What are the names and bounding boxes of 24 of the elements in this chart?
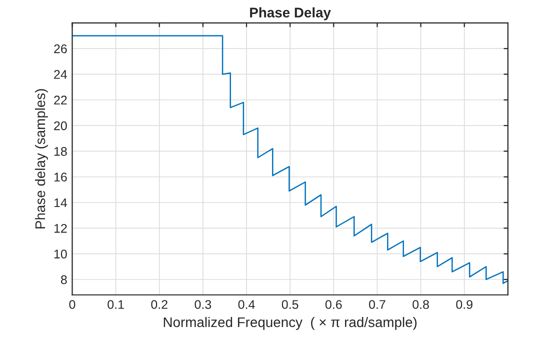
x-tick-label: 0.2	[151, 300, 168, 309]
chart-title: Phase Delay	[250, 7, 331, 20]
x-tick-label: 0.7	[369, 300, 386, 309]
x-tick-label: 0.8	[412, 300, 429, 309]
y-tick-label: 26	[54, 44, 67, 54]
x-tick-label: 0	[69, 300, 76, 309]
x-tick-label: 0.1	[108, 300, 124, 309]
x-axis-title: Normalized Frequency ( × π rad/sample)	[164, 316, 417, 330]
y-tick-label: 24	[54, 70, 68, 79]
x-tick-label: 0.9	[456, 300, 472, 309]
y-tick-label: 10	[54, 250, 67, 258]
line-series	[72, 35, 508, 284]
x-tick-label: 0.5	[282, 300, 298, 309]
x-tick-label: 0.4	[238, 300, 255, 309]
y-axis-title: Phase delay (samples)	[34, 89, 48, 228]
y-tick-label: 12	[54, 224, 67, 233]
x-tick-label: 0.6	[325, 300, 342, 309]
y-tick-label: 14	[54, 198, 68, 208]
y-tick-label: 22	[54, 96, 67, 104]
y-tick-label: 16	[54, 172, 67, 182]
y-tick-label: 18	[54, 147, 67, 156]
y-tick-label: 20	[54, 121, 67, 130]
y-tick-label: 8	[60, 275, 67, 284]
x-tick-label: 0.3	[194, 300, 212, 309]
